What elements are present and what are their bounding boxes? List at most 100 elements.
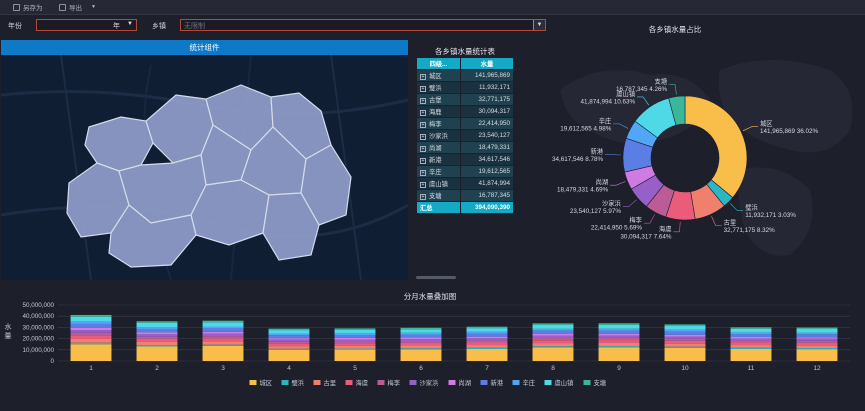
- bar-segment[interactable]: [664, 336, 706, 339]
- bar-segment[interactable]: [202, 345, 244, 361]
- bar-segment[interactable]: [598, 347, 640, 361]
- bar-segment[interactable]: [334, 348, 376, 350]
- bar-segment[interactable]: [400, 332, 442, 335]
- bar-segment[interactable]: [730, 342, 772, 346]
- bar-segment[interactable]: [796, 348, 838, 350]
- legend-swatch[interactable]: [313, 380, 321, 385]
- bar-segment[interactable]: [400, 345, 442, 349]
- bar-segment[interactable]: [532, 323, 574, 325]
- bar-segment[interactable]: [664, 346, 706, 348]
- legend-label[interactable]: 梅李: [388, 378, 401, 387]
- bar-segment[interactable]: [466, 348, 508, 361]
- bar-segment[interactable]: [136, 328, 178, 333]
- bar-segment[interactable]: [136, 334, 178, 337]
- bar-segment[interactable]: [598, 330, 640, 334]
- bar-segment[interactable]: [466, 340, 508, 343]
- legend-swatch[interactable]: [249, 380, 257, 385]
- legend-label[interactable]: 古里: [324, 378, 337, 387]
- bar-segment[interactable]: [334, 339, 376, 342]
- bar-segment[interactable]: [70, 342, 112, 345]
- bar-segment[interactable]: [796, 338, 838, 341]
- legend-swatch[interactable]: [448, 380, 456, 385]
- bar-segment[interactable]: [730, 328, 772, 333]
- bar-segment[interactable]: [70, 323, 112, 328]
- bar-segment[interactable]: [400, 338, 442, 342]
- bar-segment[interactable]: [532, 335, 574, 339]
- bar-segment[interactable]: [334, 328, 376, 330]
- bar-segment[interactable]: [136, 346, 178, 361]
- legend-label[interactable]: 璧浜: [292, 378, 305, 387]
- legend-swatch[interactable]: [544, 380, 552, 385]
- bar-segment[interactable]: [268, 348, 310, 350]
- bar-segment[interactable]: [466, 333, 508, 337]
- bar-segment[interactable]: [730, 348, 772, 361]
- table-row[interactable]: + 海鹿 30,094,317: [416, 105, 515, 118]
- legend-swatch[interactable]: [345, 380, 353, 385]
- bar-segment[interactable]: [598, 342, 640, 347]
- bar-segment[interactable]: [796, 327, 838, 330]
- town-select[interactable]: 无限制 ▼: [180, 19, 546, 31]
- legend-label[interactable]: 海虞: [356, 378, 369, 387]
- bar-segment[interactable]: [466, 336, 508, 339]
- col-header-name[interactable]: 四级...: [416, 57, 461, 70]
- bar-segment[interactable]: [796, 337, 838, 339]
- expand-icon[interactable]: +: [420, 134, 426, 140]
- bar-segment[interactable]: [532, 328, 574, 331]
- bar-segment[interactable]: [730, 334, 772, 337]
- bar-segment[interactable]: [664, 347, 706, 361]
- bar-segment[interactable]: [70, 316, 112, 322]
- bar-segment[interactable]: [136, 341, 178, 346]
- bar-segment[interactable]: [664, 324, 706, 326]
- legend-swatch[interactable]: [409, 380, 417, 385]
- chevron-down-icon[interactable]: ▼: [533, 20, 545, 30]
- bar-segment[interactable]: [70, 314, 112, 317]
- bar-segment[interactable]: [400, 348, 442, 350]
- export-button[interactable]: 导出 ▼: [59, 2, 96, 12]
- bar-segment[interactable]: [268, 349, 310, 361]
- bar-segment[interactable]: [136, 338, 178, 342]
- bar-segment[interactable]: [268, 335, 310, 339]
- bar-segment[interactable]: [598, 337, 640, 341]
- bar-segment[interactable]: [598, 324, 640, 329]
- bar-segment[interactable]: [202, 333, 244, 337]
- bar-segment[interactable]: [202, 331, 244, 334]
- legend-swatch[interactable]: [512, 380, 520, 385]
- bar-segment[interactable]: [70, 330, 112, 333]
- bar-segment[interactable]: [136, 321, 178, 323]
- bar-segment[interactable]: [334, 341, 376, 344]
- bar-segment[interactable]: [532, 347, 574, 361]
- bar-segment[interactable]: [334, 345, 376, 349]
- legend-label[interactable]: 沙家浜: [420, 378, 440, 387]
- bar-segment[interactable]: [664, 334, 706, 337]
- bar-segment[interactable]: [400, 334, 442, 338]
- chevron-down-icon[interactable]: ▼: [91, 4, 96, 10]
- bar-segment[interactable]: [532, 334, 574, 336]
- table-row[interactable]: + 辛庄 19,612,565: [416, 165, 515, 178]
- bar-segment[interactable]: [466, 342, 508, 346]
- bar-segment[interactable]: [334, 337, 376, 340]
- table-row[interactable]: + 梅李 22,414,950: [416, 117, 515, 130]
- bar-segment[interactable]: [202, 336, 244, 339]
- bar-segment[interactable]: [664, 331, 706, 335]
- expand-icon[interactable]: +: [420, 122, 426, 128]
- bar-segment[interactable]: [532, 346, 574, 348]
- bar-segment[interactable]: [598, 323, 640, 325]
- legend-swatch[interactable]: [281, 380, 289, 385]
- bar-segment[interactable]: [796, 332, 838, 335]
- bar-segment[interactable]: [598, 340, 640, 343]
- bar-segment[interactable]: [70, 332, 112, 336]
- bar-segment[interactable]: [466, 345, 508, 348]
- bar-segment[interactable]: [202, 341, 244, 345]
- table-row[interactable]: + 虞山镇 41,874,994: [416, 177, 515, 190]
- bar-segment[interactable]: [268, 343, 310, 347]
- chevron-down-icon[interactable]: ▼: [127, 21, 133, 27]
- bar-segment[interactable]: [400, 349, 442, 361]
- expand-icon[interactable]: +: [420, 158, 426, 164]
- bar-segment[interactable]: [466, 338, 508, 341]
- expand-icon[interactable]: +: [420, 98, 426, 104]
- col-header-value[interactable]: 水量: [459, 57, 515, 70]
- legend-swatch[interactable]: [583, 380, 591, 385]
- bar-segment[interactable]: [598, 335, 640, 338]
- bar-segment[interactable]: [730, 347, 772, 349]
- bar-segment[interactable]: [664, 340, 706, 344]
